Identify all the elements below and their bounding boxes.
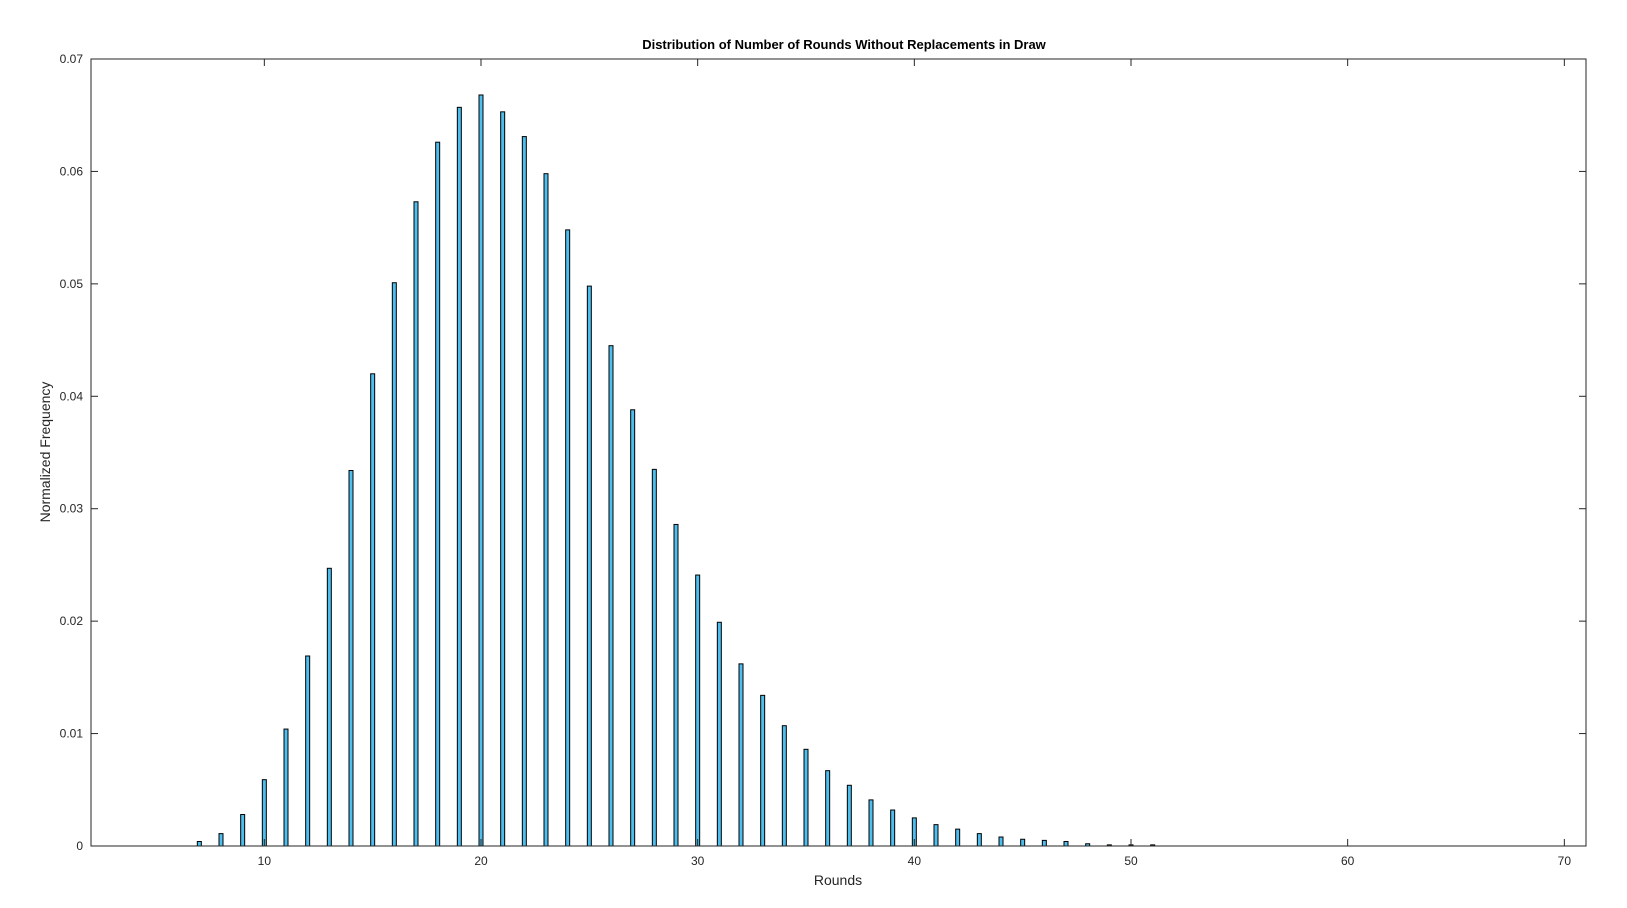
y-tick-label-2: 0.02	[60, 614, 84, 628]
y-tick-label-6: 0.06	[60, 164, 84, 178]
plot-area-frame	[90, 58, 1587, 847]
bar-26	[608, 345, 614, 847]
y-tick-label-5: 0.05	[60, 277, 84, 291]
bar-35	[803, 748, 809, 847]
bars-group	[196, 94, 1156, 847]
bar-27	[630, 409, 636, 847]
bar-12	[305, 655, 311, 847]
bar-37	[846, 784, 852, 847]
x-tick-label-10: 10	[258, 854, 272, 868]
bar-16	[391, 282, 397, 847]
bar-17	[413, 201, 419, 847]
bar-22	[521, 136, 527, 847]
bar-45	[1020, 838, 1026, 847]
x-tick-label-50: 50	[1124, 854, 1138, 868]
bar-46	[1041, 839, 1047, 847]
bar-19	[456, 106, 462, 847]
bar-10	[261, 779, 267, 847]
bar-34	[781, 725, 787, 847]
bar-41	[933, 824, 939, 847]
y-tick-label-1: 0.01	[60, 727, 84, 741]
bar-9	[240, 814, 246, 847]
bar-33	[760, 694, 766, 847]
y-tick-label-7: 0.07	[60, 52, 84, 66]
x-tick-label-40: 40	[908, 854, 922, 868]
x-tick-label-70: 70	[1558, 854, 1572, 868]
bar-29	[673, 523, 679, 847]
y-tick-label-4: 0.04	[60, 389, 84, 403]
bar-7	[196, 841, 202, 847]
y-axis-label: Normalized Frequency	[37, 382, 53, 523]
bar-18	[435, 141, 441, 847]
bar-39	[890, 809, 896, 847]
bar-28	[651, 468, 657, 847]
bar-38	[868, 799, 874, 847]
bar-11	[283, 728, 289, 847]
bar-42	[955, 828, 961, 847]
bar-24	[565, 229, 571, 847]
ticks-group: 10 20 30 40 50 60 70 0 0.01 0.02 0.03 0.04 0.05 0.06 0…	[60, 52, 1586, 868]
x-tick-label-20: 20	[474, 854, 488, 868]
bar-44	[998, 836, 1004, 847]
bar-31	[716, 621, 722, 847]
y-tick-label-3: 0.03	[60, 502, 84, 516]
bar-25	[586, 285, 592, 847]
chart-title: Distribution of Number of Rounds Without…	[642, 37, 1046, 52]
bar-13	[326, 567, 332, 847]
bar-8	[218, 833, 224, 847]
bar-43	[976, 833, 982, 847]
bar-30	[695, 574, 701, 847]
x-tick-label-60: 60	[1341, 854, 1355, 868]
bar-47	[1063, 841, 1069, 847]
bar-14	[348, 469, 354, 847]
bar-20	[478, 94, 484, 847]
bar-36	[825, 770, 831, 847]
bar-32	[738, 663, 744, 847]
x-tick-label-30: 30	[691, 854, 705, 868]
bar-21	[500, 111, 506, 847]
x-axis-label: Rounds	[814, 872, 862, 888]
bar-15	[370, 373, 376, 847]
y-tick-label-0: 0	[76, 839, 83, 853]
bar-23	[543, 173, 549, 847]
